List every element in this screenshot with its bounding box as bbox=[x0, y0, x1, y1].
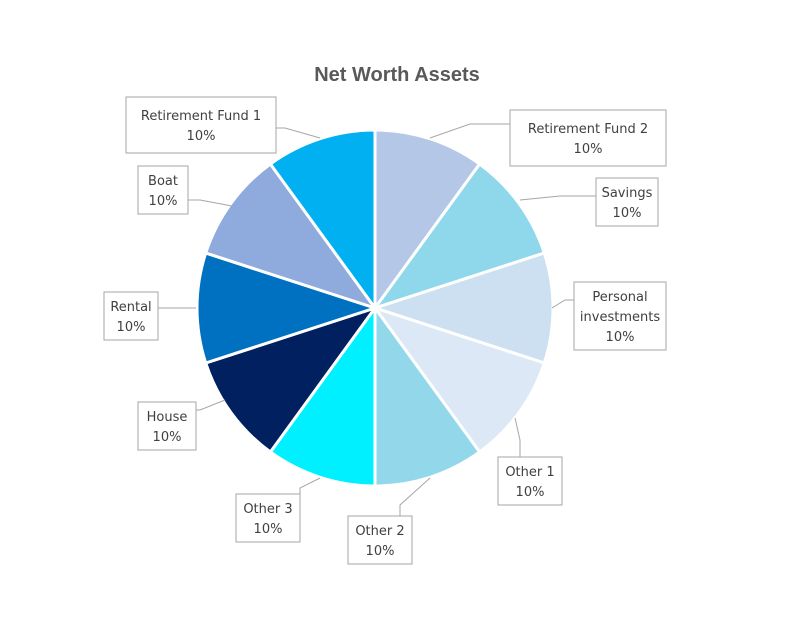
slice-value-label: 10% bbox=[187, 129, 216, 144]
slice-label-9: Boat 10% bbox=[137, 165, 233, 215]
slice-label-10: Retirement Fund 1 10% bbox=[125, 96, 321, 154]
slice-value-label: 10% bbox=[574, 142, 603, 157]
slice-name-label: Other 2 bbox=[355, 524, 404, 539]
pie-slice-6 bbox=[268, 303, 377, 488]
label-box bbox=[595, 177, 659, 227]
slice-label-3: Personal investments 10% bbox=[551, 281, 667, 351]
slice-label-2: Savings 10% bbox=[519, 177, 659, 227]
slice-value-label: 10% bbox=[613, 206, 642, 221]
pie-slice-5 bbox=[373, 303, 482, 488]
slice-label-6: Other 3 10% bbox=[235, 477, 321, 543]
leader-line bbox=[519, 195, 596, 201]
label-box bbox=[103, 291, 159, 341]
leader-line bbox=[188, 199, 233, 207]
pie-slice-10 bbox=[268, 128, 377, 313]
slice-label-4: Other 1 10% bbox=[497, 417, 563, 506]
pie-slice-4 bbox=[371, 305, 547, 455]
slice-name-label: Rental bbox=[110, 300, 151, 315]
slice-name-label: Retirement Fund 2 bbox=[528, 122, 648, 137]
slice-name-label: Other 1 bbox=[505, 465, 554, 480]
slice-label-1: Retirement Fund 2 10% bbox=[429, 109, 667, 167]
pie-slice-2 bbox=[371, 161, 547, 311]
label-box bbox=[497, 456, 563, 506]
label-box bbox=[137, 165, 189, 215]
leader-line bbox=[551, 299, 574, 309]
label-box bbox=[137, 401, 197, 451]
label-box bbox=[509, 109, 667, 167]
label-box bbox=[347, 515, 413, 565]
pie-slice-9 bbox=[203, 161, 379, 311]
slice-label-8: Rental 10% bbox=[103, 291, 196, 341]
leader-line bbox=[399, 477, 431, 516]
slice-label-5: Other 2 10% bbox=[347, 477, 431, 565]
slice-value-label: 10% bbox=[254, 522, 283, 537]
slice-value-label: 10% bbox=[153, 430, 182, 445]
chart-title: Net Worth Assets bbox=[314, 64, 480, 86]
slice-name-label: Personal bbox=[592, 290, 647, 305]
slice-name-label: Savings bbox=[602, 186, 653, 201]
slice-value-label: 10% bbox=[149, 194, 178, 209]
pie-slice-7 bbox=[203, 305, 379, 455]
slice-value-label: 10% bbox=[606, 330, 635, 345]
pie-slice-1 bbox=[373, 128, 482, 313]
slice-label-7: House 10% bbox=[137, 399, 226, 451]
leader-line bbox=[196, 399, 226, 411]
label-box bbox=[573, 281, 667, 351]
slice-name-label: Retirement Fund 1 bbox=[141, 109, 261, 124]
label-box bbox=[125, 96, 277, 154]
leader-line bbox=[276, 127, 321, 139]
pie-slices bbox=[195, 128, 555, 488]
label-box bbox=[235, 493, 301, 543]
slice-value-label: 10% bbox=[516, 485, 545, 500]
leader-line bbox=[429, 123, 510, 139]
slice-name-label: House bbox=[147, 410, 188, 425]
slice-name-label: investments bbox=[580, 310, 660, 325]
slice-value-label: 10% bbox=[117, 320, 146, 335]
slice-name-label: Other 3 bbox=[243, 502, 292, 517]
leader-line bbox=[299, 477, 321, 494]
slice-labels: Retirement Fund 2 10% Savings 10% Personal in… bbox=[103, 96, 667, 565]
leader-line bbox=[514, 417, 521, 457]
pie-slice-8 bbox=[195, 251, 380, 365]
slice-name-label: Boat bbox=[148, 174, 178, 189]
slice-value-label: 10% bbox=[366, 544, 395, 559]
